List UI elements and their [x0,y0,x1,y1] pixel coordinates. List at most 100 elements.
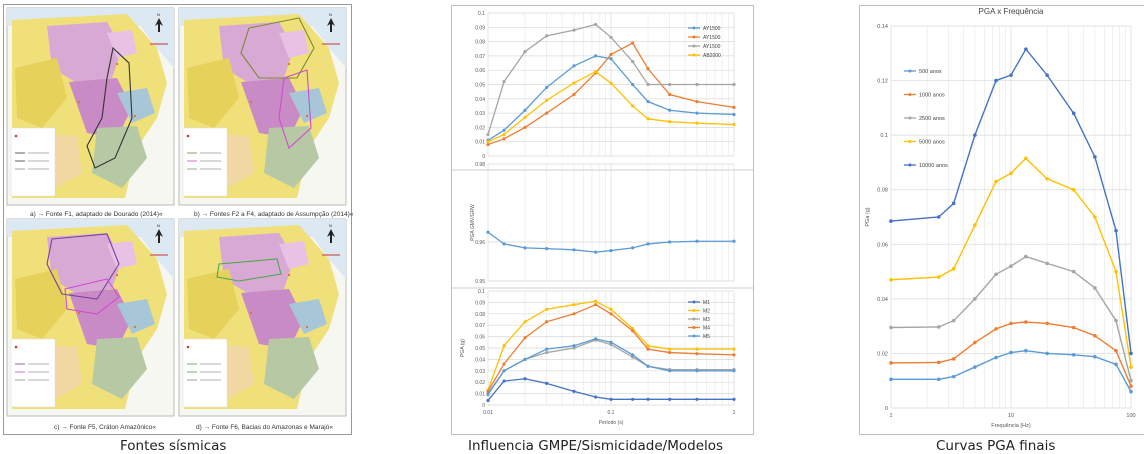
data-point [994,272,998,277]
geologic-unit [289,88,327,123]
data-point [1024,348,1028,353]
ocean-area [127,8,174,68]
data-point [502,128,506,132]
data-point [1045,73,1049,77]
data-point [486,230,490,234]
data-point [523,246,527,250]
data-point [1114,362,1118,367]
data-point [609,307,613,311]
data-point [631,60,635,64]
data-point [631,41,635,45]
gmpe-influence-figure: 0 0.01 0.02 0.03 0.04 0.05 0.06 0.07 0.08 0.09 0.1… [451,5,754,435]
data-point [1093,155,1097,159]
map-panel-b: N [178,7,347,206]
data-point [732,369,736,373]
legend-marker [692,300,696,304]
data-point [668,350,672,355]
y-tick-label: 0.09 [475,25,485,31]
data-point [973,133,977,137]
data-point [1045,351,1049,356]
y-tick-label: 0.98 [475,162,485,168]
x-tick-label: 100 [1126,413,1135,419]
data-point [695,239,699,243]
epicenter-dot [133,114,137,118]
legend-label: 5000 anos [919,140,945,146]
geologic-unit [279,241,309,269]
data-point [646,242,650,246]
data-point [545,34,549,38]
data-point [1093,333,1097,338]
data-point [951,267,956,271]
y-tick-label: 0.05 [475,83,485,89]
map-panel-c: N [6,218,175,417]
data-point [486,392,490,396]
legend-label: M3 [703,317,710,323]
data-point [523,320,527,324]
data-point [545,320,549,324]
data-point [545,381,549,385]
epicenter-dot [133,325,137,329]
data-point [594,303,598,307]
epicenter-dot [115,273,119,277]
legend-label: 1000 anos [919,93,945,99]
data-point [668,347,672,351]
legend-marker [692,44,696,48]
data-point [631,355,635,359]
y-tick-label: 0.04 [475,97,485,103]
data-point [1129,384,1133,388]
series-line [487,338,734,394]
y-tick-label: 0.03 [475,111,485,117]
map-legend-box [10,338,56,408]
caption-seismic-sources: Fontes sísmicas [120,438,227,454]
data-point [631,327,635,331]
y-tick-label: 0.05 [475,346,485,352]
data-point [1114,348,1118,353]
data-point [668,108,672,112]
y-tick-label: 0.1 [478,11,485,17]
y-tick-label: 0.01 [475,140,485,146]
epicenter-dot [249,311,253,315]
epicenter-dot [305,114,309,118]
y-tick-label: 0.07 [475,323,485,329]
north-arrow-icon [155,18,163,32]
data-point [609,312,613,316]
data-point [502,242,506,246]
legend-label: M2 [703,309,710,315]
data-point [1129,389,1133,394]
y-tick-label: 0.1 [478,289,485,295]
data-point [936,215,941,219]
y-tick-label: 0.12 [877,79,888,85]
x-tick-label: 1 [733,410,736,416]
legend-label: M4 [703,326,710,332]
map-legend-box [10,127,56,197]
north-arrow-label: N [157,223,160,228]
data-point [695,121,699,125]
seismic-source-outline [216,258,282,282]
data-point [994,179,998,184]
legend-marker [692,35,696,39]
y-tick-label: 0.09 [475,300,485,306]
data-point [572,346,576,350]
data-point [695,397,699,401]
geologic-unit [47,22,122,83]
data-point [695,347,699,351]
geologic-unit [187,269,239,339]
legend-label: AY1500 [703,35,721,41]
data-point [994,327,998,331]
map-c-caption: c) → Fonte F5, Cráton Amazônico« [54,424,156,431]
data-point [1129,351,1133,356]
data-point [646,344,650,348]
series-line [487,378,734,401]
data-point [732,122,736,127]
geologic-unit [15,58,67,128]
chart-ratio: 0.98 0.96 0.95 PGA GMV/GRW [470,162,736,285]
data-point [1093,354,1097,359]
y-tick-label: 0.96 [475,240,485,246]
geologic-unit [117,299,155,334]
data-point [631,353,635,357]
data-point [668,92,672,97]
geologic-unit [15,269,67,339]
epicenter-dot [115,62,119,66]
seismic-source-outline [278,69,312,149]
data-point [732,347,736,351]
